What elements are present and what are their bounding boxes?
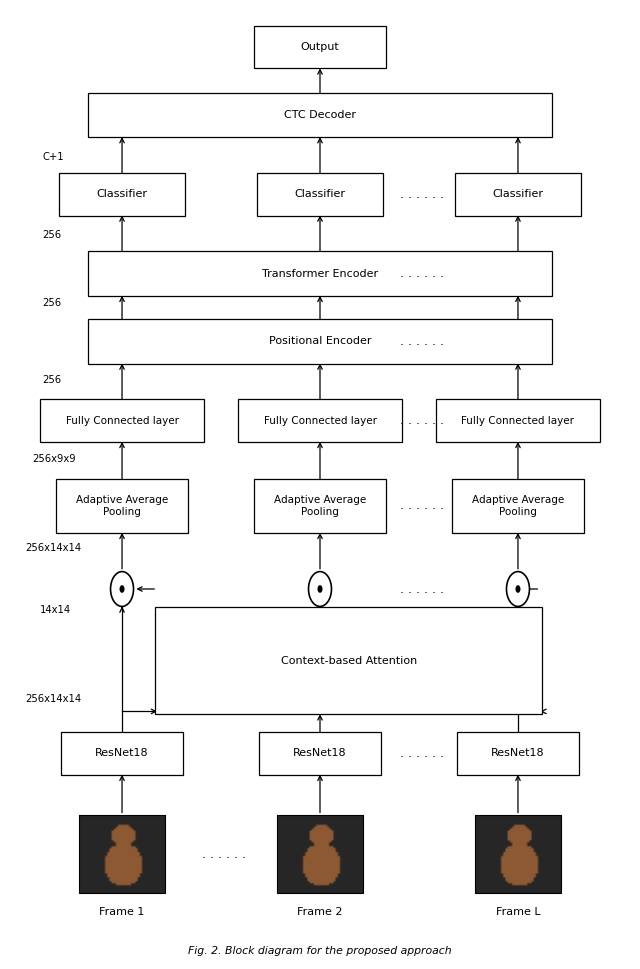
Text: Adaptive Average
Pooling: Adaptive Average Pooling [274,495,366,516]
Text: 256x14x14: 256x14x14 [25,544,81,553]
Text: Context-based Attention: Context-based Attention [280,656,417,666]
Text: . . . . . .: . . . . . . [400,499,444,513]
FancyBboxPatch shape [156,607,542,714]
FancyBboxPatch shape [457,733,579,775]
Circle shape [506,572,529,607]
Text: Fully Connected layer: Fully Connected layer [461,416,575,425]
Text: 256: 256 [42,230,61,240]
FancyBboxPatch shape [254,479,386,533]
FancyBboxPatch shape [40,399,204,442]
FancyBboxPatch shape [238,399,402,442]
Text: Classifier: Classifier [294,189,346,200]
Circle shape [308,572,332,607]
Text: 256: 256 [42,375,61,385]
Text: Output: Output [301,42,339,52]
FancyBboxPatch shape [88,93,552,138]
FancyBboxPatch shape [56,479,188,533]
Text: . . . . . .: . . . . . . [400,747,444,760]
Text: . . . . . .: . . . . . . [400,267,444,280]
Text: ResNet18: ResNet18 [95,748,149,759]
Text: . . . . . .: . . . . . . [400,582,444,596]
Text: 256x9x9: 256x9x9 [33,454,76,464]
FancyBboxPatch shape [61,733,183,775]
FancyBboxPatch shape [254,26,386,69]
FancyBboxPatch shape [456,172,580,215]
FancyBboxPatch shape [88,319,552,363]
Text: 256x14x14: 256x14x14 [25,695,81,704]
Text: Frame 2: Frame 2 [297,907,343,918]
Text: Adaptive Average
Pooling: Adaptive Average Pooling [76,495,168,516]
Text: . . . . . .: . . . . . . [400,414,444,427]
Text: Fully Connected layer: Fully Connected layer [65,416,179,425]
Text: Fig. 2. Block diagram for the proposed approach: Fig. 2. Block diagram for the proposed a… [188,946,452,955]
FancyBboxPatch shape [452,479,584,533]
Text: C+1: C+1 [42,152,64,163]
Text: Frame 1: Frame 1 [99,907,145,918]
Circle shape [111,572,134,607]
FancyBboxPatch shape [259,733,381,775]
Text: ResNet18: ResNet18 [293,748,347,759]
Text: Transformer Encoder: Transformer Encoder [262,268,378,278]
Text: Positional Encoder: Positional Encoder [269,336,371,346]
Text: Classifier: Classifier [97,189,148,200]
Text: 256: 256 [42,297,61,307]
Text: 14x14: 14x14 [40,606,72,615]
FancyBboxPatch shape [60,172,184,215]
Text: . . . . . .: . . . . . . [400,188,444,201]
Circle shape [515,585,520,593]
FancyBboxPatch shape [257,172,383,215]
FancyBboxPatch shape [88,251,552,296]
Text: CTC Decoder: CTC Decoder [284,109,356,120]
Text: . . . . . .: . . . . . . [202,848,246,860]
Text: Classifier: Classifier [492,189,543,200]
Circle shape [317,585,323,593]
Text: Fully Connected layer: Fully Connected layer [264,416,376,425]
Text: Frame L: Frame L [495,907,540,918]
FancyBboxPatch shape [436,399,600,442]
Text: . . . . . .: . . . . . . [400,335,444,348]
Text: ResNet18: ResNet18 [491,748,545,759]
Text: Adaptive Average
Pooling: Adaptive Average Pooling [472,495,564,516]
Circle shape [120,585,125,593]
